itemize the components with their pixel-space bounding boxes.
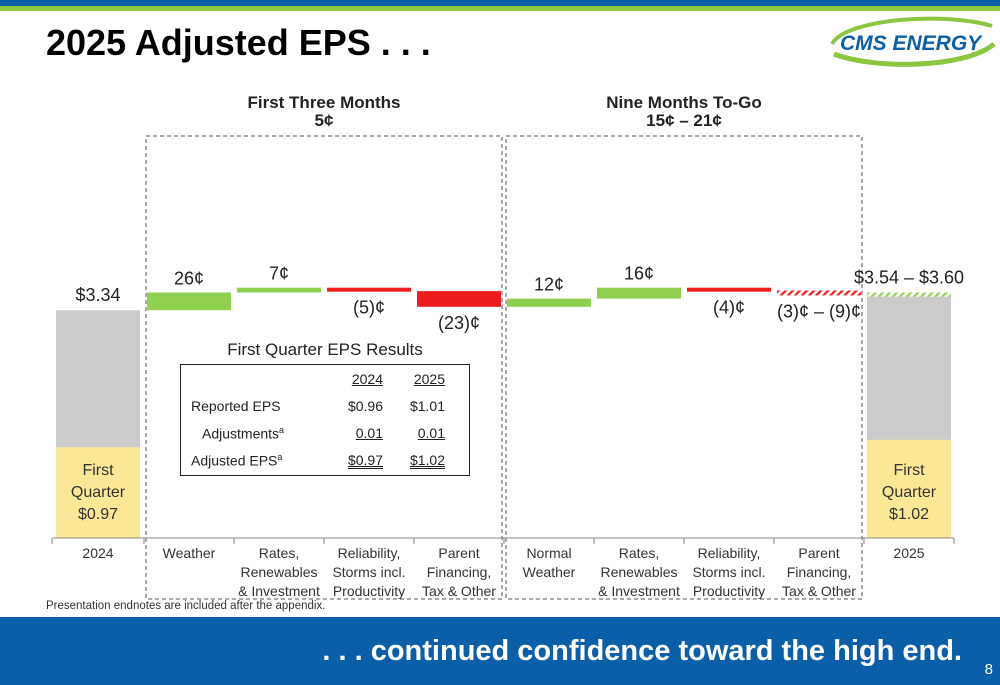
bar-inner-label: Quarter [71,484,126,501]
eps-row-reported: Reported EPS $0.96 $1.01 [181,398,469,420]
value-2024: 0.01 [355,425,383,441]
bar-delta [327,287,411,292]
category-label: Rates, [619,545,659,561]
section-title: First Three Months [247,93,400,112]
page-number: 8 [984,661,993,678]
category-label: Storms incl. [692,564,765,580]
category-label: Parent [438,545,479,561]
category-label: Weather [163,545,216,561]
category-label: Parent [798,545,839,561]
category-label: Rates, [259,545,299,561]
bars [56,287,951,538]
category-label: Reliability, [338,545,401,561]
bar-inner-label: $1.02 [889,506,929,523]
col-header-2025: 2025 [413,371,445,387]
bar-inner-label: $0.97 [78,506,118,523]
bar-delta-range [777,290,861,296]
section-box [505,135,863,600]
eps-table-title: First Quarter EPS Results [227,340,423,359]
bar-delta [417,291,501,307]
value-2024: $0.96 [347,398,383,414]
eps-results-table: 2024 2025 Reported EPS $0.96 $1.01 Adjus… [180,364,470,476]
category-label: Storms incl. [332,564,405,580]
slide-title: 2025 Adjusted EPS . . . [46,22,431,63]
top-accent-bar-green [0,6,1000,11]
cms-energy-logo: CMS ENERGY [830,16,996,67]
bar-value-label: (3)¢ – (9)¢ [777,301,861,321]
category-axis: 2024 Weather Rates, Renewables & Investment R… [51,537,955,599]
bar-value-label: (4)¢ [713,298,745,318]
category-label: Financing, [427,564,492,580]
category-label: Tax & Other [782,583,856,599]
category-label: Productivity [693,583,765,599]
top-accent-bar-blue [0,0,1000,6]
eps-row-adjusted: Adjusted EPSa $0.97 $1.02 [181,452,469,474]
value-2024: $0.97 [347,452,383,468]
bar-delta [237,287,321,293]
footer-banner: . . . continued confidence toward the hi… [0,617,1000,685]
value-2025: $1.01 [409,398,445,414]
section-title: Nine Months To-Go [606,93,762,112]
section-box [145,135,503,600]
category-label: Renewables [240,564,317,580]
value-2025: 0.01 [417,425,445,441]
category-label: 2025 [893,545,924,561]
bar-inner-label: First [893,462,925,479]
category-label: Productivity [333,583,405,599]
eps-table-header: 2024 2025 [181,371,469,393]
col-header-2024: 2024 [351,371,383,387]
category-label: Normal [526,545,571,561]
bar-delta [507,298,591,307]
bar-first-quarter-2025 [867,439,951,538]
bar-inner-label: First [82,462,114,479]
section-subtitle: 5¢ [315,111,334,130]
bar-value-label: (5)¢ [353,298,385,318]
endnote: Presentation endnotes are included after… [46,600,326,612]
bar-value-label: 7¢ [269,264,289,284]
bar-value-label: 26¢ [174,268,204,288]
footer-tagline: . . . continued confidence toward the hi… [322,635,962,667]
bar-value-label: (23)¢ [438,313,480,333]
category-label: & Investment [598,583,680,599]
eps-row-adjustments: Adjustmentsa 0.01 0.01 [181,425,469,447]
value-2025: $1.02 [409,452,445,468]
category-label: 2024 [82,545,113,561]
category-label: Reliability, [698,545,761,561]
bar-first-quarter-2024 [56,447,140,538]
bar-inner-label: Quarter [882,484,937,501]
bar-delta [147,292,231,311]
category-label: Weather [523,564,576,580]
bar-value-label: 12¢ [534,275,564,295]
bar-2025-range [867,292,951,297]
category-label: & Investment [238,583,320,599]
row-label: Reported EPS [191,398,281,414]
category-label: Tax & Other [422,583,496,599]
value-labels: First Quarter $0.97 $3.34 26¢ 7¢ (5)¢ (23)¢ 12¢ 1… [71,264,964,523]
row-label: Adjustmentsa [202,425,285,442]
section-subtitle: 15¢ – 21¢ [646,111,722,130]
bar-value-label: 16¢ [624,264,654,284]
bar-delta [597,287,681,299]
row-label: Adjusted EPSa [191,452,283,469]
bar-delta [687,287,771,292]
logo-text: CMS ENERGY [840,32,983,55]
bar-value-label: $3.54 – $3.60 [854,267,964,287]
category-label: Renewables [600,564,677,580]
category-label: Financing, [787,564,852,580]
bar-value-label: $3.34 [75,285,120,305]
